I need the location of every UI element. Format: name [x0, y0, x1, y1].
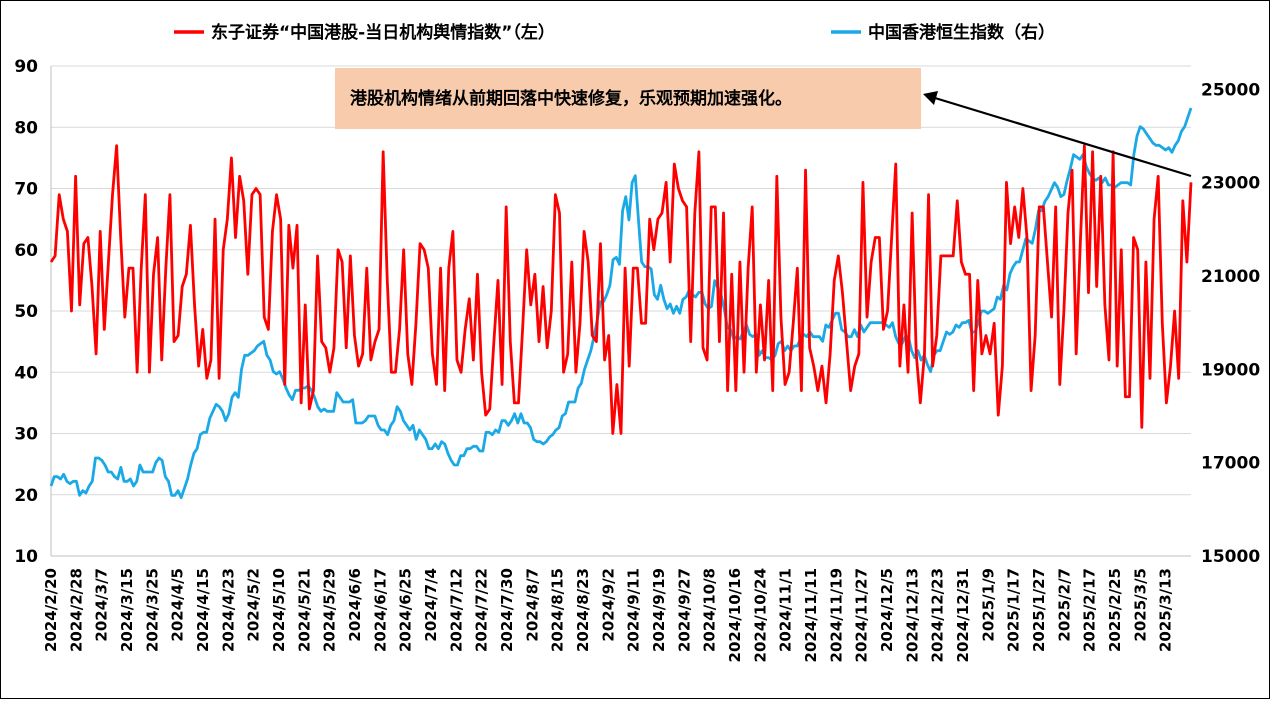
x-tick-label: 2024/6/6 — [346, 568, 364, 642]
x-tick-label: 2024/5/21 — [295, 568, 313, 652]
x-tick-label: 2024/11/11 — [802, 568, 820, 662]
x-tick-label: 2025/1/17 — [1005, 568, 1023, 652]
x-tick-label: 2024/4/5 — [169, 568, 187, 642]
legend-entry-hang-seng: 中国香港恒生指数（右） — [868, 22, 1055, 43]
left-y-tick-label: 90 — [14, 57, 38, 77]
right-y-tick-label: 21000 — [1201, 267, 1260, 287]
right-y-tick-label: 23000 — [1201, 174, 1260, 194]
x-tick-label: 2025/2/25 — [1106, 568, 1124, 652]
annotation-arrow-head — [923, 91, 938, 105]
x-tick-label: 2024/6/25 — [397, 568, 415, 652]
x-tick-label: 2024/12/5 — [878, 568, 896, 652]
legend-entry-sentiment: 东子证券“中国港股-当日机构舆情指数”（左） — [211, 22, 555, 43]
x-tick-label: 2025/1/27 — [1030, 568, 1048, 652]
x-tick-label: 2024/11/1 — [777, 568, 795, 652]
x-tick-label: 2024/6/17 — [371, 568, 389, 652]
series-line-sentiment-index — [49, 144, 1193, 435]
series-lines — [49, 107, 1193, 500]
x-tick-label: 2024/4/15 — [194, 568, 212, 652]
series-line-hang-seng — [49, 107, 1193, 500]
x-tick-label: 2024/12/23 — [929, 568, 947, 662]
x-tick-label: 2024/9/2 — [599, 568, 617, 642]
x-tick-label: 2024/10/8 — [701, 568, 719, 652]
x-tick-label: 2024/12/13 — [903, 568, 921, 662]
right-y-tick-label: 19000 — [1201, 360, 1260, 380]
x-tick-label: 2024/9/19 — [650, 568, 668, 652]
x-tick-label: 2024/7/30 — [498, 568, 516, 652]
annotation-box — [335, 68, 921, 129]
x-tick-label: 2024/8/15 — [549, 568, 567, 652]
x-tick-label: 2024/3/7 — [93, 568, 111, 642]
x-tick-label: 2025/2/7 — [1055, 568, 1073, 642]
x-tick-label: 2024/10/16 — [726, 568, 744, 662]
x-tick-label: 2024/7/4 — [422, 568, 440, 642]
x-tick-label: 2024/5/10 — [270, 568, 288, 652]
annotation-text: 港股机构情绪从前期回落中快速修复，乐观预期加速强化。 — [350, 88, 792, 109]
x-tick-label: 2024/3/25 — [143, 568, 161, 652]
left-y-axis: 10 20 30 40 50 60 70 80 90 — [14, 57, 52, 567]
annotation-arrow-line — [934, 96, 1192, 178]
x-tick-label: 2024/8/23 — [574, 568, 592, 652]
x-tick-label: 2024/2/20 — [42, 568, 60, 652]
left-y-tick-label: 80 — [14, 118, 38, 138]
x-tick-label: 2025/3/13 — [1157, 568, 1175, 652]
x-axis: 2024/2/20 2024/2/28 2024/3/7 2024/3/15 2024/… — [42, 555, 1191, 662]
x-tick-label: 2024/5/2 — [245, 568, 263, 642]
x-tick-label: 2024/5/29 — [321, 568, 339, 652]
right-y-tick-label: 25000 — [1201, 80, 1260, 100]
left-y-tick-label: 70 — [14, 180, 38, 200]
left-y-tick-label: 50 — [14, 302, 38, 322]
x-tick-label: 2024/11/27 — [853, 568, 871, 662]
x-tick-label: 2024/12/31 — [954, 568, 972, 662]
x-tick-label: 2024/10/24 — [751, 568, 769, 662]
x-tick-label: 2024/7/12 — [447, 568, 465, 652]
x-tick-label: 2025/1/9 — [979, 568, 997, 642]
x-tick-label: 2024/7/22 — [473, 568, 491, 652]
left-y-tick-label: 30 — [14, 425, 38, 445]
annotation: 港股机构情绪从前期回落中快速修复，乐观预期加速强化。 — [335, 68, 1192, 178]
x-tick-label: 2024/9/11 — [625, 568, 643, 652]
x-tick-label: 2024/2/28 — [67, 568, 85, 652]
x-tick-label: 2024/11/19 — [827, 568, 845, 662]
x-tick-label: 2024/3/15 — [118, 568, 136, 652]
x-tick-label: 2024/8/7 — [523, 568, 541, 642]
left-y-tick-label: 20 — [14, 486, 38, 506]
x-tick-label: 2025/2/17 — [1081, 568, 1099, 652]
right-y-tick-label: 15000 — [1201, 547, 1260, 567]
right-y-axis: 15000 17000 19000 21000 23000 25000 — [1201, 80, 1260, 567]
right-y-tick-label: 17000 — [1201, 454, 1260, 474]
legend: 东子证券“中国港股-当日机构舆情指数”（左） 中国香港恒生指数（右） — [174, 22, 1055, 43]
left-y-tick-label: 60 — [14, 241, 38, 261]
left-y-tick-label: 40 — [14, 363, 38, 383]
x-tick-label: 2025/3/5 — [1131, 568, 1149, 642]
left-y-tick-label: 10 — [14, 547, 38, 567]
x-tick-label: 2024/4/23 — [219, 568, 237, 652]
x-tick-label: 2024/9/27 — [675, 568, 693, 652]
